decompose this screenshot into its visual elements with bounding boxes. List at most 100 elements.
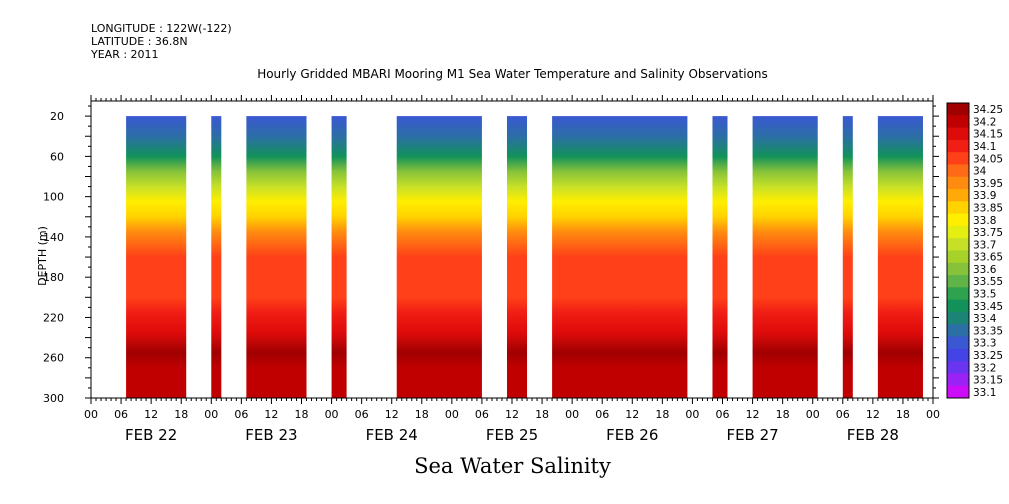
- colorbar-swatch: [947, 250, 969, 264]
- colorbar-label: 33.95: [973, 178, 1003, 190]
- colorbar-swatch: [947, 176, 969, 190]
- colorbar-swatch: [947, 361, 969, 374]
- colorbar-label: 33.25: [973, 350, 1003, 362]
- colorbar-label: 33.1: [973, 387, 996, 399]
- colorbar-swatch: [947, 348, 969, 362]
- x-tick-label: 18: [535, 408, 549, 421]
- x-tick-label: 00: [84, 408, 98, 421]
- plot-area: [126, 116, 923, 399]
- colorbar-swatch: [947, 164, 969, 178]
- colorbar-swatch: [947, 238, 969, 251]
- x-tick-label: 06: [355, 408, 369, 421]
- colorbar-label: 33.85: [973, 202, 1003, 214]
- colorbar-swatch: [947, 324, 969, 338]
- colorbar-swatch: [947, 115, 969, 129]
- x-tick-label: 06: [234, 408, 248, 421]
- colorbar-label: 34.2: [973, 116, 996, 128]
- colorbar-swatch: [947, 189, 969, 202]
- x-tick-label: 18: [295, 408, 309, 421]
- x-tick-label: 00: [445, 408, 459, 421]
- data-segment-2: [211, 116, 222, 399]
- x-tick-label: 06: [716, 408, 730, 421]
- colorbar-swatch: [947, 275, 969, 288]
- axes: 20 60 100 140 180 220 260 300 00 06 12 18 00 06 12 18 00…: [43, 95, 940, 444]
- x-axis-label: Sea Water Salinity: [414, 454, 611, 478]
- colorbar-label: 33.15: [973, 375, 1003, 387]
- colorbar-swatch: [947, 311, 969, 325]
- colorbar-swatch: [947, 262, 969, 276]
- colorbar-label: 33.45: [973, 301, 1003, 313]
- y-axis-label: DEPTH (m): [36, 226, 49, 286]
- x-day-label: FEB 22: [125, 426, 177, 444]
- data-segment-10: [842, 116, 853, 399]
- x-day-label: FEB 28: [847, 426, 899, 444]
- x-tick-label: 00: [204, 408, 218, 421]
- x-day-label: FEB 26: [606, 426, 658, 444]
- colorbar-swatch: [947, 139, 969, 153]
- data-segment-4: [331, 116, 347, 399]
- x-tick-label: 18: [896, 408, 910, 421]
- colorbar-label: 34.25: [973, 104, 1003, 116]
- colorbar-label: 33.5: [973, 289, 996, 301]
- x-tick-label: 00: [565, 408, 579, 421]
- metadata-block: LONGITUDE : 122W(-122) LATITUDE : 36.8N …: [91, 22, 232, 61]
- year-label: YEAR : 2011: [91, 48, 159, 61]
- x-tick-label: 18: [415, 408, 429, 421]
- y-tick-label: 100: [43, 191, 64, 204]
- colorbar-label: 34.05: [973, 153, 1003, 165]
- x-tick-label: 06: [114, 408, 128, 421]
- colorbar: 34.2534.234.1534.134.053433.9533.933.853…: [946, 102, 1003, 399]
- x-tick-label: 00: [806, 408, 820, 421]
- colorbar-label: 33.2: [973, 362, 996, 374]
- colorbar-label: 33.9: [973, 190, 996, 202]
- data-segment-11: [877, 116, 923, 399]
- colorbar-label: 33.6: [973, 264, 997, 276]
- colorbar-frame: [946, 102, 970, 399]
- y-tick-label: 60: [50, 150, 64, 163]
- x-tick-label: 12: [505, 408, 519, 421]
- data-segment-9: [752, 116, 818, 399]
- x-tick-label: 12: [264, 408, 278, 421]
- y-tick-label: 220: [43, 311, 64, 324]
- y-tick-label: 260: [43, 352, 64, 365]
- x-tick-label: 12: [625, 408, 639, 421]
- colorbar-swatch: [947, 299, 969, 313]
- chart-title: Hourly Gridded MBARI Mooring M1 Sea Wate…: [257, 67, 768, 81]
- y-tick-label: 300: [43, 392, 64, 405]
- colorbar-swatch: [947, 127, 969, 141]
- data-segment-7: [552, 116, 688, 399]
- x-day-label: FEB 27: [726, 426, 778, 444]
- x-tick-label: 00: [685, 408, 699, 421]
- colorbar-swatch: [947, 201, 969, 215]
- data-segment-8: [712, 116, 728, 399]
- x-tick-label: 12: [866, 408, 880, 421]
- colorbar-label: 34.1: [973, 141, 996, 153]
- x-tick-label: 12: [746, 408, 760, 421]
- colorbar-label: 33.65: [973, 252, 1003, 264]
- x-tick-label: 12: [385, 408, 399, 421]
- data-segment-3: [246, 116, 307, 399]
- colorbar-label: 33.3: [973, 338, 996, 350]
- colorbar-swatch: [947, 225, 969, 239]
- x-tick-label: 06: [595, 408, 609, 421]
- y-tick-label: 140: [43, 231, 64, 244]
- colorbar-swatch: [947, 336, 969, 350]
- colorbar-swatch: [947, 287, 969, 301]
- x-tick-label: 18: [776, 408, 790, 421]
- x-tick-label: 18: [655, 408, 669, 421]
- x-day-label: FEB 24: [366, 426, 418, 444]
- x-tick-label: 06: [836, 408, 850, 421]
- colorbar-swatch: [947, 152, 969, 165]
- colorbar-label: 33.35: [973, 325, 1003, 337]
- colorbar-label: 33.8: [973, 215, 996, 227]
- colorbar-swatch: [947, 385, 969, 399]
- x-day-label: FEB 23: [245, 426, 297, 444]
- colorbar-label: 34: [973, 166, 987, 178]
- colorbar-label: 33.4: [973, 313, 997, 325]
- y-tick-label: 180: [43, 271, 64, 284]
- colorbar-swatch: [947, 213, 969, 227]
- colorbar-label: 33.55: [973, 276, 1003, 288]
- longitude-label: LONGITUDE : 122W(-122): [91, 22, 232, 35]
- colorbar-swatch: [947, 103, 969, 116]
